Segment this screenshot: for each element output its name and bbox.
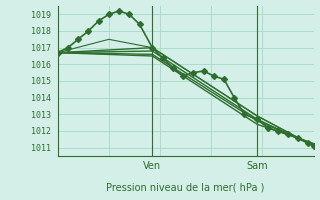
- Text: Pression niveau de la mer( hPa ): Pression niveau de la mer( hPa ): [107, 183, 265, 193]
- Text: Ven: Ven: [143, 161, 161, 171]
- Text: Sam: Sam: [246, 161, 268, 171]
